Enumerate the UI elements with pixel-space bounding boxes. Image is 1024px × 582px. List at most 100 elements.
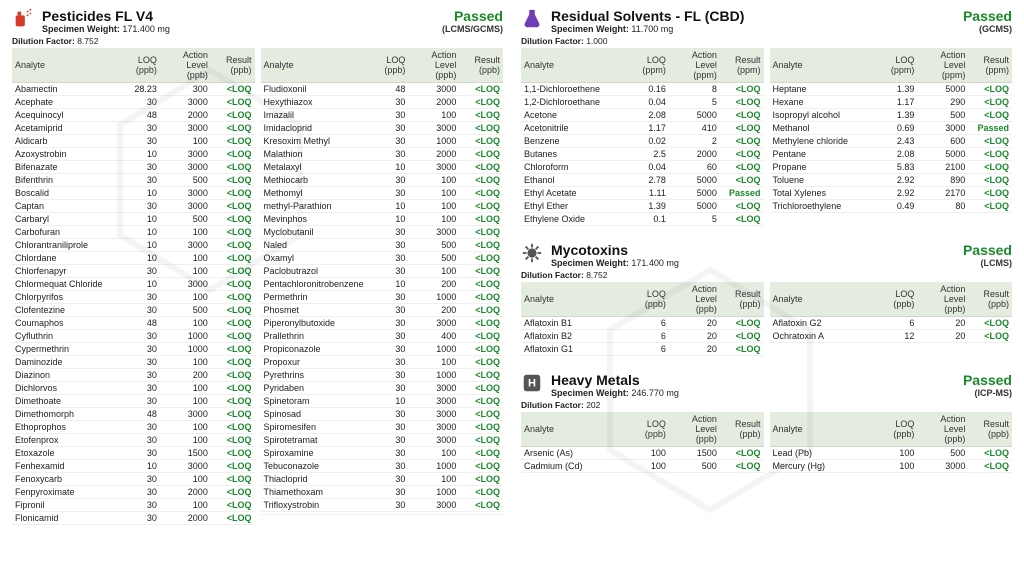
table-row: Mevinphos10100<LOQ	[261, 213, 504, 226]
table-row: Dimethomorph483000<LOQ	[12, 408, 255, 421]
table-row: Bifenazate303000<LOQ	[12, 161, 255, 174]
metals-table-left: AnalyteLOQ (ppb)Action Level (ppb)Result…	[521, 412, 764, 473]
table-row: Methiocarb30100<LOQ	[261, 174, 504, 187]
table-row: Mercury (Hg)1003000<LOQ	[770, 460, 1013, 473]
table-row: Ethylene Oxide0.15<LOQ	[521, 213, 764, 226]
table-row: Cadmium (Cd)100500<LOQ	[521, 460, 764, 473]
table-row: Chlorpyrifos30100<LOQ	[12, 291, 255, 304]
table-row	[261, 512, 504, 515]
spray-icon	[12, 8, 34, 30]
table-row: Etofenprox30100<LOQ	[12, 434, 255, 447]
table-row: Myclobutanil303000<LOQ	[261, 226, 504, 239]
table-row: Carbofuran10100<LOQ	[12, 226, 255, 239]
table-row: Phosmet30200<LOQ	[261, 304, 504, 317]
pesticides-table-right: Analyte LOQ (ppb) Action Level (ppb) Res…	[261, 48, 504, 515]
table-row: Acequinocyl482000<LOQ	[12, 109, 255, 122]
table-row: Chlormequat Chloride103000<LOQ	[12, 278, 255, 291]
table-row: Acetamiprid303000<LOQ	[12, 122, 255, 135]
solvents-panel: Residual Solvents - FL (CBD) Specimen We…	[521, 8, 1012, 226]
table-row: Spinetoram103000<LOQ	[261, 395, 504, 408]
mycotoxins-panel: Mycotoxins Specimen Weight: 171.400 mg P…	[521, 242, 1012, 356]
table-row: Metalaxyl103000<LOQ	[261, 161, 504, 174]
table-row: Coumaphos48100<LOQ	[12, 317, 255, 330]
table-row: Imidacloprid303000<LOQ	[261, 122, 504, 135]
table-row: Spiromesifen303000<LOQ	[261, 421, 504, 434]
table-row: Trichloroethylene0.4980<LOQ	[770, 200, 1013, 213]
table-row: Fipronil30100<LOQ	[12, 499, 255, 512]
table-row: 1,1-Dichloroethene0.168<LOQ	[521, 83, 764, 96]
table-row: Boscalid103000<LOQ	[12, 187, 255, 200]
table-row: Permethrin301000<LOQ	[261, 291, 504, 304]
table-row: Methylene chloride2.43600<LOQ	[770, 135, 1013, 148]
table-row: Fenoxycarb30100<LOQ	[12, 473, 255, 486]
table-row: Carbaryl10500<LOQ	[12, 213, 255, 226]
solvents-table-left: AnalyteLOQ (ppm)Action Level (ppm)Result…	[521, 48, 764, 226]
pesticides-table-left: Analyte LOQ (ppb) Action Level (ppb) Res…	[12, 48, 255, 525]
metal-icon: H	[521, 372, 543, 394]
table-row: Paclobutrazol30100<LOQ	[261, 265, 504, 278]
pesticides-title: Pesticides FL V4	[42, 8, 434, 24]
table-row: Oxamyl30500<LOQ	[261, 252, 504, 265]
table-row: Azoxystrobin103000<LOQ	[12, 148, 255, 161]
table-row: Toluene2.92890<LOQ	[770, 174, 1013, 187]
table-row: Piperonylbutoxide303000<LOQ	[261, 317, 504, 330]
virus-icon	[521, 242, 543, 264]
svg-text:H: H	[528, 378, 536, 390]
table-row: Bifenthrin30500<LOQ	[12, 174, 255, 187]
table-row: Daminozide30100<LOQ	[12, 356, 255, 369]
table-row: Thiamethoxam301000<LOQ	[261, 486, 504, 499]
table-row: Spiroxamine30100<LOQ	[261, 447, 504, 460]
metals-table-right: AnalyteLOQ (ppb)Action Level (ppb)Result…	[770, 412, 1013, 473]
table-row: Heptane1.395000<LOQ	[770, 83, 1013, 96]
table-row: Aflatoxin G1620<LOQ	[521, 343, 764, 356]
table-row: Spirotetramat303000<LOQ	[261, 434, 504, 447]
table-row: Thiacloprid30100<LOQ	[261, 473, 504, 486]
table-row: Hexane1.17290<LOQ	[770, 96, 1013, 109]
table-row: Fenpyroximate302000<LOQ	[12, 486, 255, 499]
table-row: Malathion302000<LOQ	[261, 148, 504, 161]
table-row: Butanes2.52000<LOQ	[521, 148, 764, 161]
table-row: Naled30500<LOQ	[261, 239, 504, 252]
table-row: Chlorfenapyr30100<LOQ	[12, 265, 255, 278]
table-row: Chlordane10100<LOQ	[12, 252, 255, 265]
table-row: Hexythiazox302000<LOQ	[261, 96, 504, 109]
table-row: Ethyl Acetate1.115000Passed	[521, 187, 764, 200]
table-row: Cypermethrin301000<LOQ	[12, 343, 255, 356]
table-row: Arsenic (As)1001500<LOQ	[521, 447, 764, 460]
table-row: Propiconazole301000<LOQ	[261, 343, 504, 356]
table-row: Dimethoate30100<LOQ	[12, 395, 255, 408]
table-row: Benzene0.022<LOQ	[521, 135, 764, 148]
table-row: Imazalil30100<LOQ	[261, 109, 504, 122]
table-row: Etoxazole301500<LOQ	[12, 447, 255, 460]
table-row: Ochratoxin A1220<LOQ	[770, 330, 1013, 343]
table-row: Pentachloronitrobenzene10200<LOQ	[261, 278, 504, 291]
table-row: Clofentezine30500<LOQ	[12, 304, 255, 317]
table-row: Methanol0.693000Passed	[770, 122, 1013, 135]
myco-table-left: AnalyteLOQ (ppb)Action Level (ppb)Result…	[521, 282, 764, 356]
table-row: Kresoxim Methyl301000<LOQ	[261, 135, 504, 148]
table-row: Lead (Pb)100500<LOQ	[770, 447, 1013, 460]
table-row: Aflatoxin B2620<LOQ	[521, 330, 764, 343]
table-row: Acephate303000<LOQ	[12, 96, 255, 109]
solvents-table-right: AnalyteLOQ (ppm)Action Level (ppm)Result…	[770, 48, 1013, 213]
table-row: Pyrethrins301000<LOQ	[261, 369, 504, 382]
solvents-title: Residual Solvents - FL (CBD)	[551, 8, 955, 24]
table-row: Chloroform0.0460<LOQ	[521, 161, 764, 174]
table-row: Fludioxonil483000<LOQ	[261, 83, 504, 96]
table-row: Flonicamid302000<LOQ	[12, 512, 255, 525]
table-row: Chlorantraniliprole103000<LOQ	[12, 239, 255, 252]
table-row: Isopropyl alcohol1.39500<LOQ	[770, 109, 1013, 122]
table-row: Pyridaben303000<LOQ	[261, 382, 504, 395]
table-row: Cyfluthrin301000<LOQ	[12, 330, 255, 343]
table-row: Acetonitrile1.17410<LOQ	[521, 122, 764, 135]
flask-icon	[521, 8, 543, 30]
table-row: Abamectin28.23300<LOQ	[12, 83, 255, 96]
table-row: Pentane2.085000<LOQ	[770, 148, 1013, 161]
table-row: Ethanol2.785000<LOQ	[521, 174, 764, 187]
table-row: Propoxur30100<LOQ	[261, 356, 504, 369]
metals-panel: H Heavy Metals Specimen Weight: 246.770 …	[521, 372, 1012, 473]
table-row: 1,2-Dichloroethane0.045<LOQ	[521, 96, 764, 109]
table-row: Ethoprophos30100<LOQ	[12, 421, 255, 434]
table-row: methyl-Parathion10100<LOQ	[261, 200, 504, 213]
table-row: Tebuconazole301000<LOQ	[261, 460, 504, 473]
